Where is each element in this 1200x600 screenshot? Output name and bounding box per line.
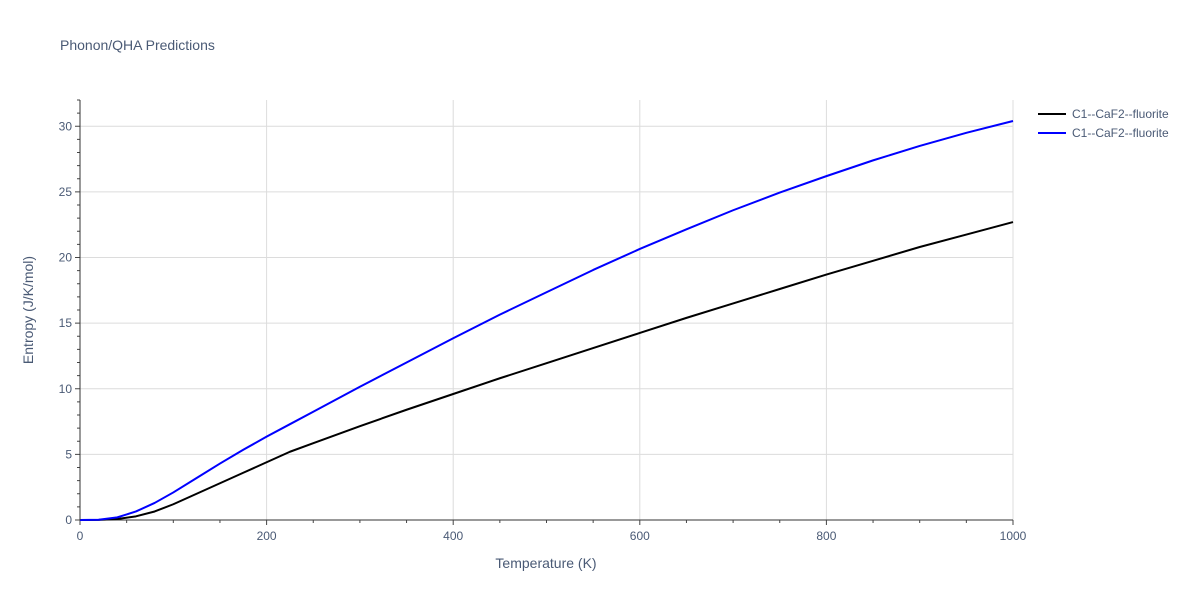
chart-title: Phonon/QHA Predictions [60, 37, 215, 53]
series-line-2[interactable] [79, 120, 1014, 521]
y-tick-label: 10 [59, 382, 73, 396]
legend-item-2[interactable]: C1--CaF2--fluorite [1038, 126, 1169, 140]
y-tick-label: 20 [59, 251, 73, 265]
x-axis-title: Temperature (K) [495, 555, 596, 571]
x-tick-label: 400 [443, 529, 463, 543]
x-tick-label: 1000 [1000, 529, 1027, 543]
y-tick-label: 25 [59, 185, 73, 199]
x-tick-label: 600 [630, 529, 650, 543]
y-tick-label: 30 [59, 119, 73, 133]
y-axis-title: Entropy (J/K/mol) [20, 256, 36, 364]
series-lines [79, 120, 1014, 521]
legend-label-2: C1--CaF2--fluorite [1072, 126, 1169, 140]
y-tick-label: 5 [65, 447, 72, 461]
y-tick-label: 15 [59, 316, 73, 330]
x-tick-label: 200 [257, 529, 277, 543]
series-line-1[interactable] [79, 221, 1014, 521]
y-tick-label: 0 [65, 513, 72, 527]
legend[interactable]: C1--CaF2--fluorite C1--CaF2--fluorite [1038, 107, 1169, 140]
legend-label-1: C1--CaF2--fluorite [1072, 107, 1169, 121]
x-tick-label: 800 [816, 529, 836, 543]
x-tick-label: 0 [77, 529, 84, 543]
grid-lines [80, 100, 1014, 521]
legend-item-1[interactable]: C1--CaF2--fluorite [1038, 107, 1169, 121]
axis-ticks: 0 200 400 600 800 1000 0 5 10 15 20 25 30 [59, 99, 1027, 543]
